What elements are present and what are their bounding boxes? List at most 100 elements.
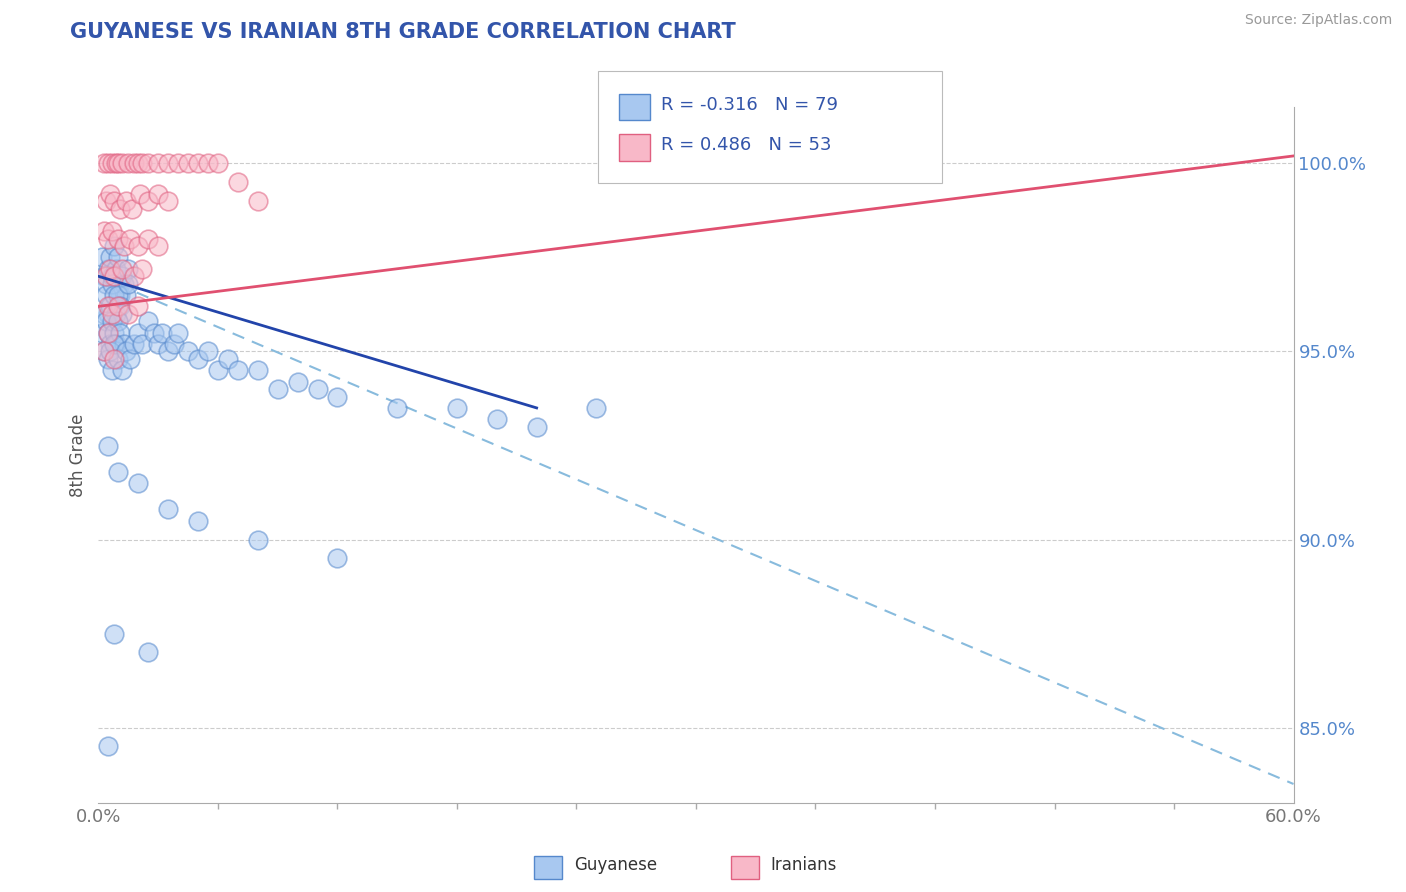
Point bbox=[107, 232, 129, 246]
Point bbox=[98, 261, 122, 276]
Point bbox=[101, 314, 124, 328]
Point bbox=[157, 502, 180, 516]
Point bbox=[111, 269, 134, 284]
Point bbox=[157, 344, 180, 359]
Point bbox=[98, 337, 122, 351]
Point bbox=[207, 156, 229, 170]
Point bbox=[117, 307, 139, 321]
Point bbox=[167, 326, 190, 340]
Point bbox=[167, 156, 190, 170]
Point bbox=[127, 156, 149, 170]
Point bbox=[136, 232, 159, 246]
Point bbox=[127, 476, 149, 491]
Point bbox=[124, 156, 146, 170]
Point bbox=[105, 261, 128, 276]
Point bbox=[91, 326, 114, 340]
Point bbox=[485, 412, 508, 426]
Point bbox=[101, 363, 124, 377]
Point bbox=[115, 288, 138, 302]
Point bbox=[124, 337, 146, 351]
Point bbox=[136, 645, 159, 659]
Point bbox=[93, 269, 115, 284]
Point bbox=[111, 261, 134, 276]
Point bbox=[127, 299, 149, 313]
Point bbox=[585, 401, 607, 415]
Point bbox=[177, 156, 200, 170]
Point bbox=[148, 337, 170, 351]
Text: Source: ZipAtlas.com: Source: ZipAtlas.com bbox=[1244, 13, 1392, 28]
Y-axis label: 8th Grade: 8th Grade bbox=[69, 413, 87, 497]
Point bbox=[107, 351, 129, 366]
Point bbox=[246, 194, 269, 208]
Text: R = -0.316   N = 79: R = -0.316 N = 79 bbox=[661, 96, 838, 114]
Point bbox=[97, 438, 120, 452]
Point bbox=[136, 156, 159, 170]
Point bbox=[112, 239, 135, 253]
Point bbox=[226, 363, 249, 377]
Point bbox=[187, 156, 209, 170]
Point bbox=[120, 232, 142, 246]
Point bbox=[112, 277, 135, 291]
Point bbox=[136, 194, 159, 208]
Point bbox=[446, 401, 468, 415]
Point bbox=[326, 551, 349, 566]
Point bbox=[93, 156, 115, 170]
Point bbox=[127, 239, 149, 253]
Point bbox=[107, 251, 129, 265]
Point bbox=[226, 175, 249, 189]
Text: GUYANESE VS IRANIAN 8TH GRADE CORRELATION CHART: GUYANESE VS IRANIAN 8TH GRADE CORRELATIO… bbox=[70, 22, 737, 42]
Point bbox=[326, 390, 349, 404]
Point bbox=[246, 363, 269, 377]
Point bbox=[127, 326, 149, 340]
Point bbox=[124, 269, 146, 284]
Point bbox=[115, 194, 138, 208]
Point bbox=[131, 261, 153, 276]
Point bbox=[150, 326, 173, 340]
Point bbox=[157, 156, 180, 170]
Point bbox=[246, 533, 269, 547]
Point bbox=[107, 314, 129, 328]
Point bbox=[117, 277, 139, 291]
Point bbox=[97, 261, 120, 276]
Point bbox=[97, 232, 120, 246]
Point bbox=[105, 156, 128, 170]
Point bbox=[111, 363, 134, 377]
Point bbox=[96, 269, 118, 284]
Point bbox=[103, 288, 125, 302]
Point bbox=[98, 344, 122, 359]
Text: Iranians: Iranians bbox=[770, 856, 837, 874]
Point bbox=[121, 202, 143, 216]
Point bbox=[97, 299, 120, 313]
Point bbox=[120, 351, 142, 366]
Point bbox=[136, 314, 159, 328]
Point bbox=[96, 314, 118, 328]
Point bbox=[103, 239, 125, 253]
Point bbox=[110, 299, 132, 313]
Point bbox=[98, 299, 122, 313]
Point bbox=[105, 337, 128, 351]
Point bbox=[91, 251, 114, 265]
Point bbox=[101, 277, 124, 291]
Point bbox=[93, 344, 115, 359]
Point bbox=[217, 351, 239, 366]
Point bbox=[187, 514, 209, 528]
Point bbox=[98, 251, 122, 265]
Point bbox=[107, 299, 129, 313]
Point bbox=[98, 186, 122, 201]
Point bbox=[148, 239, 170, 253]
Point bbox=[111, 307, 134, 321]
Point bbox=[103, 337, 125, 351]
Point bbox=[93, 307, 115, 321]
Point bbox=[101, 307, 124, 321]
Point bbox=[93, 224, 115, 238]
Point bbox=[110, 202, 132, 216]
Point bbox=[96, 194, 118, 208]
Point bbox=[207, 363, 229, 377]
Point bbox=[111, 156, 134, 170]
Point bbox=[93, 344, 115, 359]
Point bbox=[131, 156, 153, 170]
Point bbox=[97, 156, 120, 170]
Point bbox=[96, 277, 118, 291]
Point bbox=[148, 186, 170, 201]
Point bbox=[107, 156, 129, 170]
